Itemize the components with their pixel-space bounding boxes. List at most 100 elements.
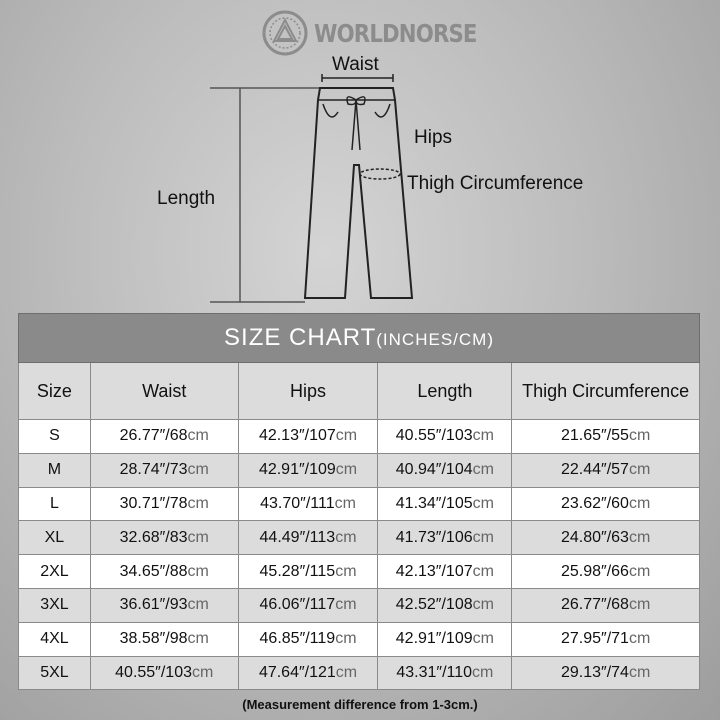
value-inches: 34.65″/88	[119, 562, 188, 580]
unit-cm: cm	[628, 427, 651, 445]
waist-cell: 26.77″/68cm	[89, 419, 239, 454]
size-cell: 3XL	[18, 587, 91, 623]
unit-cm: cm	[187, 461, 209, 479]
hips-cell: 43.70″/111cm	[237, 486, 379, 522]
thigh-label: Thigh Circumference	[407, 173, 584, 194]
size-cell: 5XL	[18, 655, 91, 691]
title-units: (INCHES/CM)	[376, 330, 494, 349]
unit-cm: cm	[472, 562, 494, 580]
value-inches: 43.70″/111	[260, 494, 335, 512]
unit-cm: cm	[628, 494, 651, 512]
unit-cm: cm	[335, 630, 357, 648]
value-inches: 44.49″/113	[259, 528, 336, 546]
value-inches: 26.77″/68	[119, 427, 188, 445]
table-row: 4XL 38.58″/98cm 46.85″/119cm 42.91″/109cm 27…	[18, 621, 700, 657]
size-chart-table: SIZE CHART(INCHES/CM) Size Waist Hips Lengt…	[18, 313, 700, 691]
hips-label: Hips	[414, 127, 453, 148]
waist-cell: 32.68″/83cm	[89, 520, 239, 556]
value-inches: 40.55″/103	[395, 427, 473, 445]
waist-cell: 30.71″/78cm	[89, 486, 239, 522]
size-cell: M	[18, 452, 91, 488]
length-label: Length	[157, 188, 216, 209]
thigh-cell: 29.13″/74cm	[511, 655, 700, 691]
hips-cell: 47.64″/121cm	[237, 655, 379, 691]
size-cell: 4XL	[18, 621, 91, 657]
value-inches: 21.65″/55	[561, 427, 629, 445]
unit-cm: cm	[335, 528, 357, 546]
unit-cm: cm	[628, 663, 651, 681]
waist-cell: 28.74″/73cm	[89, 452, 239, 488]
unit-cm: cm	[187, 427, 209, 445]
hips-cell: 46.85″/119cm	[237, 621, 379, 657]
value-inches: 42.91″/109	[258, 461, 336, 479]
unit-cm: cm	[472, 596, 494, 614]
length-cell: 42.52″/108cm	[377, 587, 513, 623]
value-inches: 42.91″/109	[395, 630, 473, 648]
value-inches: 47.64″/121	[258, 663, 336, 681]
hips-cell: 46.06″/117cm	[237, 587, 379, 623]
length-cell: 40.55″/103cm	[377, 419, 513, 454]
length-cell: 43.31″/110cm	[377, 655, 513, 691]
unit-cm: cm	[628, 596, 651, 614]
unit-cm: cm	[335, 596, 357, 614]
unit-cm: cm	[187, 596, 209, 614]
thigh-cell: 23.62″/60cm	[511, 486, 700, 522]
unit-cm: cm	[472, 663, 494, 681]
unit-cm: cm	[472, 461, 494, 479]
unit-cm: cm	[472, 528, 494, 546]
value-inches: 41.34″/105	[395, 494, 473, 512]
waist-cell: 40.55″/103cm	[89, 655, 239, 691]
column-header: Size	[18, 362, 91, 420]
unit-cm: cm	[628, 528, 651, 546]
unit-cm: cm	[472, 427, 494, 445]
thigh-cell: 25.98″/66cm	[511, 554, 700, 589]
value-inches: 23.62″/60	[561, 494, 629, 512]
size-cell: L	[18, 486, 91, 522]
unit-cm: cm	[628, 461, 651, 479]
length-cell: 41.34″/105cm	[377, 486, 513, 522]
unit-cm: cm	[191, 663, 214, 681]
unit-cm: cm	[187, 528, 209, 546]
value-inches: 40.55″/103	[115, 663, 192, 681]
unit-cm: cm	[335, 562, 357, 580]
unit-cm: cm	[187, 494, 209, 512]
table-row: 5XL 40.55″/103cm 47.64″/121cm 43.31″/110cm 2…	[18, 655, 700, 691]
thigh-cell: 26.77″/68cm	[511, 587, 700, 623]
column-header: Length	[377, 362, 513, 420]
unit-cm: cm	[335, 461, 358, 479]
value-inches: 46.06″/117	[259, 596, 336, 614]
value-inches: 36.61″/93	[119, 596, 188, 614]
table-row: XL 32.68″/83cm 44.49″/113cm 41.73″/106cm 24.…	[18, 520, 700, 556]
value-inches: 41.73″/106	[395, 528, 473, 546]
pants-diagram	[210, 74, 414, 303]
value-inches: 29.13″/74	[561, 663, 629, 681]
value-inches: 45.28″/115	[259, 562, 336, 580]
unit-cm: cm	[335, 663, 358, 681]
value-inches: 27.95″/71	[561, 630, 629, 648]
waist-cell: 38.58″/98cm	[89, 621, 239, 657]
brand-name: WORLDNORSE	[314, 18, 477, 48]
size-cell: S	[18, 419, 91, 454]
length-cell: 41.73″/106cm	[377, 520, 513, 556]
value-inches: 40.94″/104	[395, 461, 473, 479]
value-inches: 30.71″/78	[119, 494, 188, 512]
unit-cm: cm	[628, 562, 651, 580]
value-inches: 46.85″/119	[259, 630, 336, 648]
table-row: 2XL 34.65″/88cm 45.28″/115cm 42.13″/107cm 25…	[18, 554, 700, 589]
waist-cell: 36.61″/93cm	[89, 587, 239, 623]
value-inches: 42.52″/108	[395, 596, 473, 614]
unit-cm: cm	[187, 630, 209, 648]
value-inches: 42.13″/107	[258, 427, 336, 445]
table-row: 3XL 36.61″/93cm 46.06″/117cm 42.52″/108cm 26…	[18, 587, 700, 623]
thigh-cell: 24.80″/63cm	[511, 520, 700, 556]
length-cell: 42.13″/107cm	[377, 554, 513, 589]
table-row: S 26.77″/68cm 42.13″/107cm 40.55″/103cm 21.6…	[18, 419, 700, 454]
value-inches: 32.68″/83	[119, 528, 188, 546]
title-text: SIZE CHART	[224, 324, 377, 351]
hips-cell: 44.49″/113cm	[237, 520, 379, 556]
column-header: Waist	[89, 362, 239, 420]
value-inches: 43.31″/110	[396, 663, 473, 681]
value-inches: 25.98″/66	[561, 562, 629, 580]
value-inches: 38.58″/98	[119, 630, 188, 648]
thigh-cell: 22.44″/57cm	[511, 452, 700, 488]
